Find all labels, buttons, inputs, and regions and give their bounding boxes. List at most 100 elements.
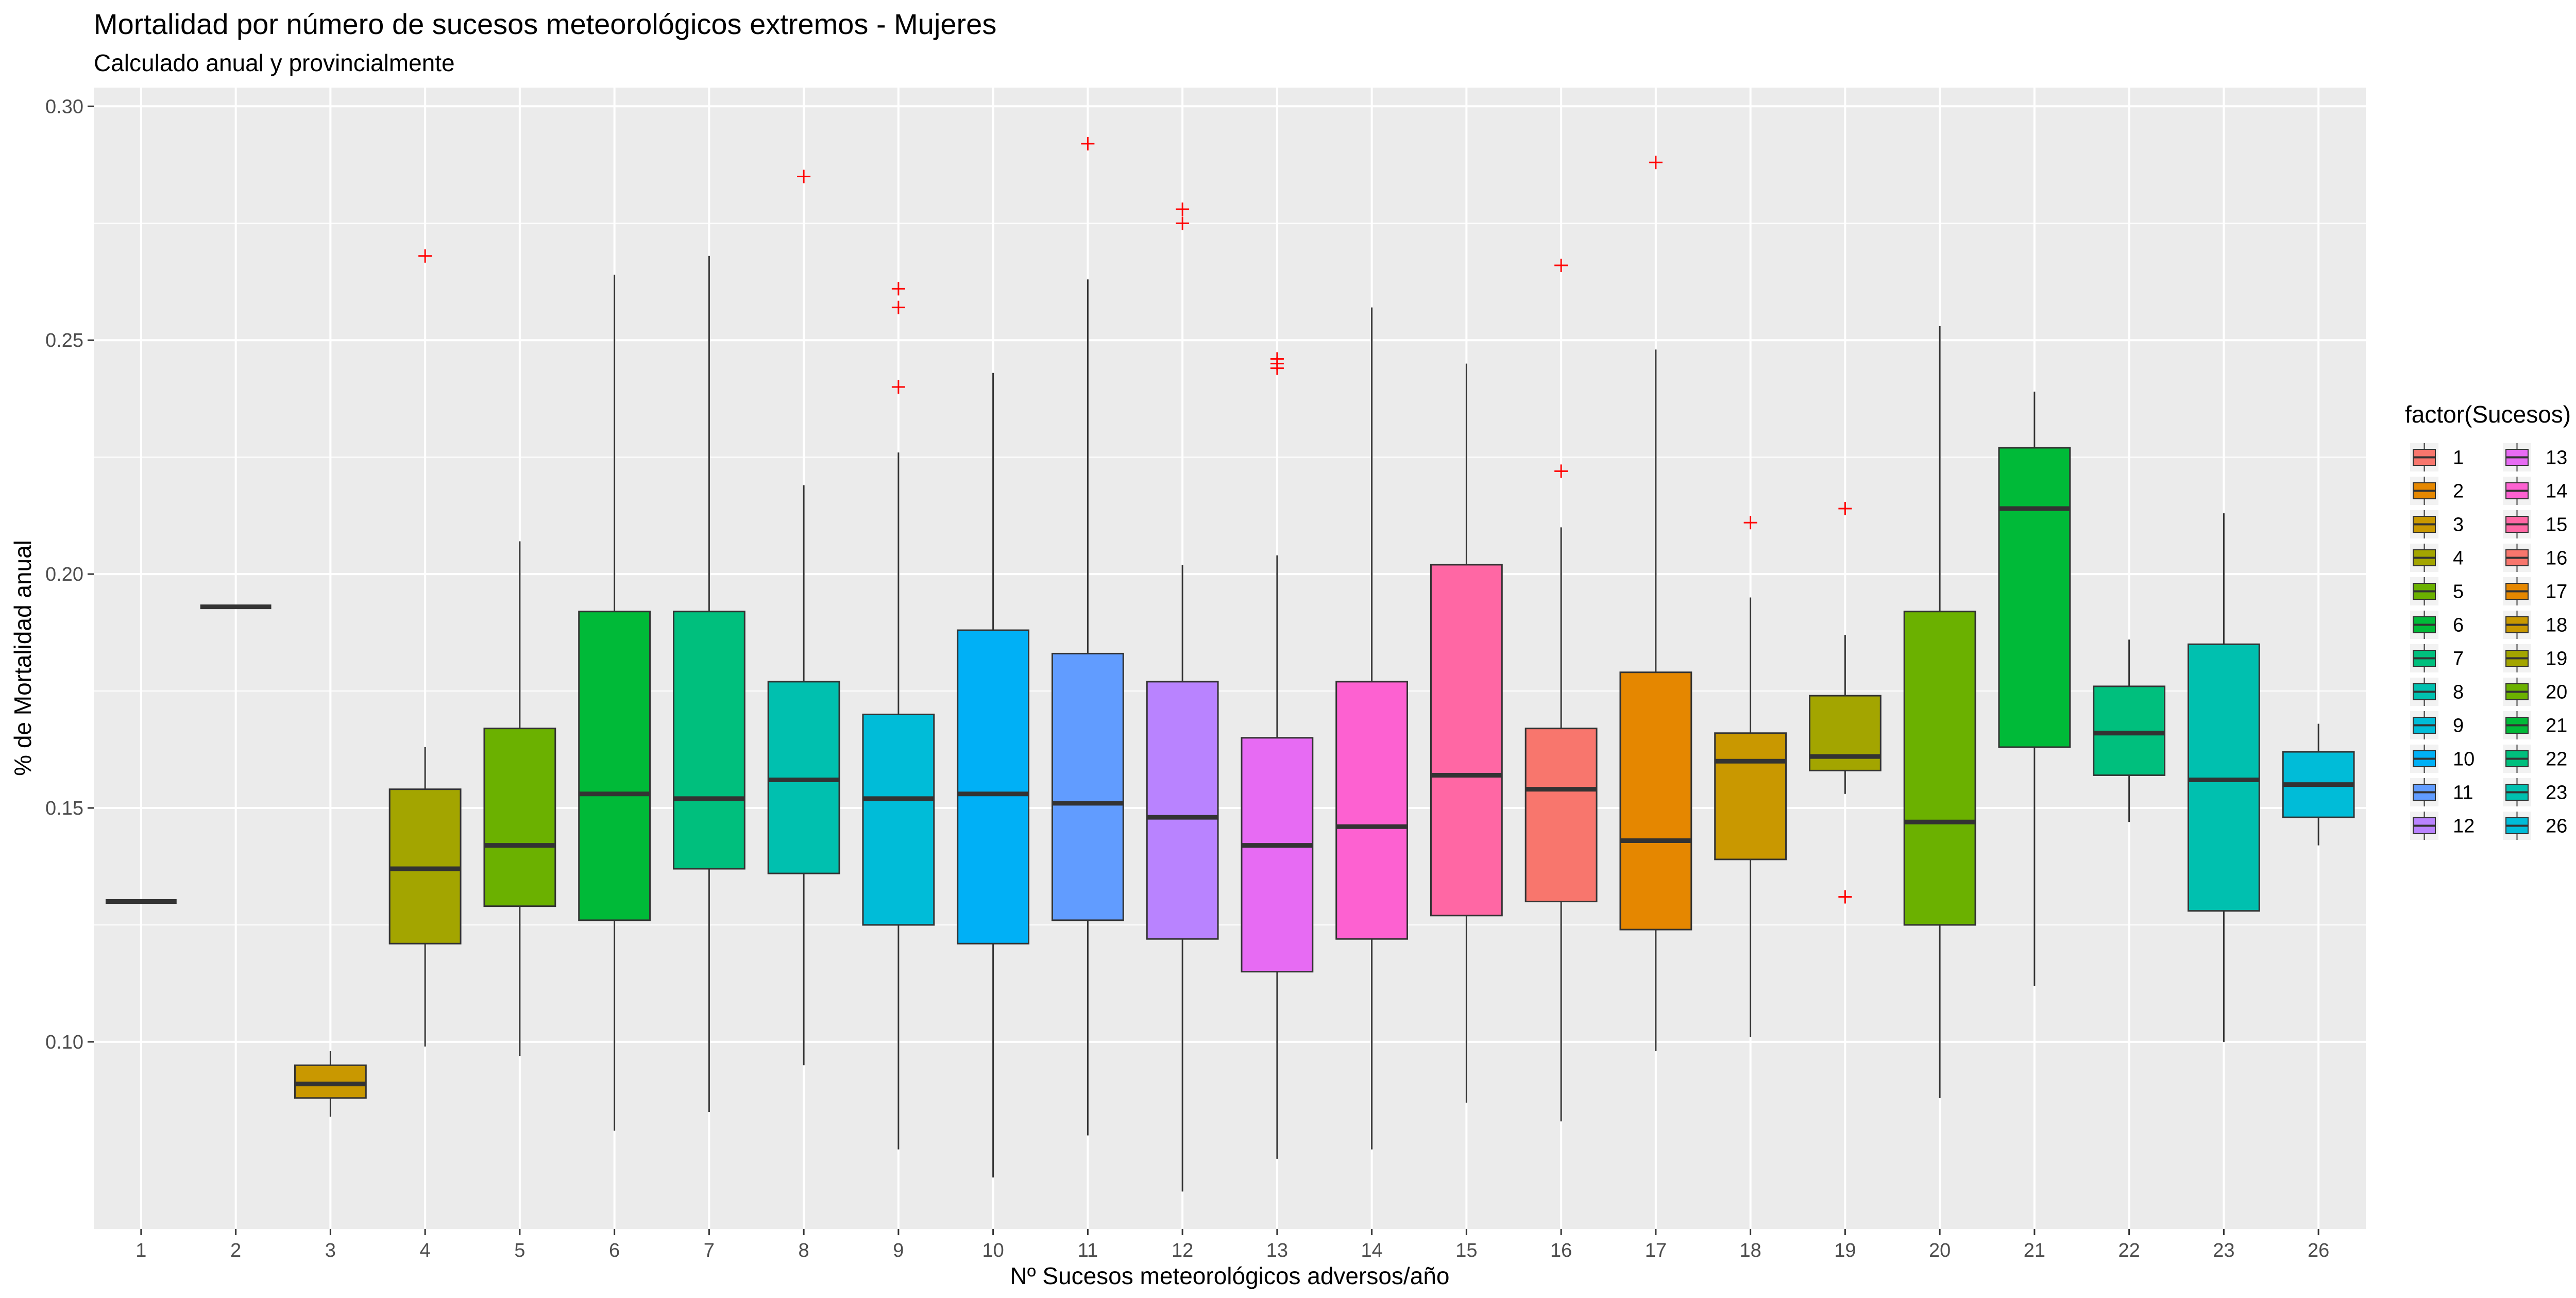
box-body	[1146, 681, 1219, 940]
legend-label: 5	[2453, 581, 2464, 603]
outlier-point	[1838, 890, 1852, 904]
x-tick-label: 21	[2024, 1240, 2045, 1261]
legend-label: 21	[2546, 715, 2567, 737]
y-axis-title: % de Mortalidad anual	[9, 540, 36, 776]
x-tick-label: 8	[799, 1240, 809, 1261]
outlier-point	[891, 300, 905, 314]
legend-item-14: 14	[2503, 477, 2567, 505]
x-tick-label: 15	[1455, 1240, 1477, 1261]
x-tick-label: 2	[230, 1240, 241, 1261]
legend-item-16: 16	[2503, 544, 2567, 572]
legend-label: 26	[2546, 816, 2567, 837]
x-tick-label: 19	[1834, 1240, 1856, 1261]
legend-label: 10	[2453, 749, 2475, 770]
x-axis-title: Nº Sucesos meteorológicos adversos/año	[1010, 1262, 1450, 1289]
box-21	[1998, 392, 2071, 986]
box-body	[1335, 681, 1409, 940]
x-tick-label: 4	[420, 1240, 431, 1261]
box-8	[767, 170, 840, 1066]
legend-label: 14	[2546, 481, 2567, 502]
box-3	[294, 1051, 367, 1117]
box-18	[1714, 516, 1787, 1037]
box-body	[2093, 685, 2166, 776]
y-tick-label: 0.15	[45, 798, 83, 819]
x-tick-label: 7	[704, 1240, 715, 1261]
y-tick-label: 0.25	[45, 330, 83, 351]
box-15	[1430, 363, 1503, 1103]
plot-panel	[94, 88, 2366, 1229]
legend-item-5: 5	[2410, 577, 2464, 605]
box-body	[1903, 611, 1976, 926]
legend-item-11: 11	[2410, 778, 2473, 806]
outlier-point	[1743, 516, 1757, 530]
legend-item-19: 19	[2503, 644, 2567, 672]
x-tick-label: 16	[1550, 1240, 1572, 1261]
box-11	[1051, 137, 1124, 1136]
legend-item-20: 20	[2503, 678, 2567, 706]
x-tick-label: 6	[609, 1240, 620, 1261]
legend-label: 6	[2453, 615, 2464, 636]
box-6	[578, 275, 651, 1131]
legend-label: 17	[2546, 581, 2567, 603]
box-body	[294, 1064, 367, 1099]
y-tick-label: 0.10	[45, 1032, 83, 1053]
outlier-point	[1270, 361, 1284, 375]
x-tick-label: 18	[1739, 1240, 1761, 1261]
x-tick-label: 5	[514, 1240, 525, 1261]
x-tick-label: 14	[1361, 1240, 1382, 1261]
legend-item-2: 2	[2410, 477, 2464, 505]
box-9	[862, 282, 935, 1150]
legend-label: 7	[2453, 648, 2464, 670]
legend-label: 2	[2453, 481, 2464, 502]
box-7	[672, 256, 745, 1112]
box-body	[1619, 671, 1692, 931]
box-body	[1430, 564, 1503, 917]
box-23	[2187, 513, 2260, 1042]
legend-label: 19	[2546, 648, 2567, 670]
legend-label: 9	[2453, 715, 2464, 737]
x-tick-label: 11	[1078, 1240, 1098, 1261]
outlier-point	[797, 170, 811, 183]
box-13	[1241, 352, 1314, 1159]
box-body	[672, 611, 745, 870]
legend-item-10: 10	[2410, 745, 2475, 773]
x-tick-label: 23	[2213, 1240, 2234, 1261]
legend-label: 8	[2453, 682, 2464, 703]
chart-title: Mortalidad por número de sucesos meteoro…	[94, 8, 996, 40]
x-tick-label: 1	[135, 1240, 146, 1261]
outlier-point	[1649, 156, 1663, 170]
box-body	[1524, 728, 1598, 903]
legend-label: 22	[2546, 749, 2567, 770]
x-tick-label: 20	[1929, 1240, 1951, 1261]
legend-item-26: 26	[2503, 812, 2567, 840]
box-22	[2093, 639, 2166, 822]
outlier-point	[891, 282, 905, 296]
box-body	[957, 629, 1030, 945]
legend-item-18: 18	[2503, 611, 2567, 639]
outlier-point	[1176, 216, 1190, 230]
outlier-point	[1176, 203, 1190, 216]
legend-label: 15	[2546, 514, 2567, 536]
x-tick-label: 17	[1645, 1240, 1667, 1261]
box-body	[1051, 652, 1124, 921]
box-body	[1998, 447, 2071, 748]
y-tick-label: 0.20	[45, 564, 83, 585]
legend-item-4: 4	[2410, 544, 2464, 572]
legend-item-9: 9	[2410, 711, 2464, 739]
legend-label: 3	[2453, 514, 2464, 536]
legend-label: 20	[2546, 682, 2567, 703]
box-body	[862, 713, 935, 926]
legend-item-17: 17	[2503, 577, 2567, 605]
outlier-point	[1554, 258, 1568, 272]
box-16	[1524, 258, 1598, 1122]
box-12	[1146, 203, 1219, 1192]
box-26	[2282, 723, 2355, 846]
box-body	[1714, 732, 1787, 861]
legend-item-8: 8	[2410, 678, 2464, 706]
x-axis: 1 2 3 4 5 6 7 8 9 10 11 12 13 14 15 16 17 18 19 20 21 22 23 26	[135, 1229, 2329, 1261]
box-layer	[105, 137, 2355, 1192]
legend-label: 18	[2546, 615, 2567, 636]
legend-item-3: 3	[2410, 510, 2464, 538]
box-body	[578, 611, 651, 921]
